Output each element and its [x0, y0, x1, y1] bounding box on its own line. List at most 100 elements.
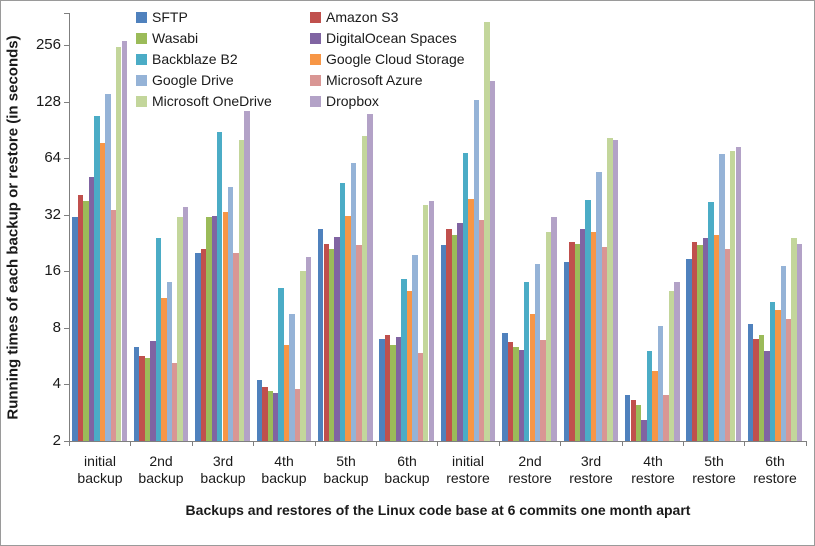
- y-axis-line: [69, 13, 70, 442]
- bar: [83, 200, 89, 441]
- legend-item: Amazon S3: [310, 9, 480, 27]
- bar: [630, 400, 636, 441]
- bar: [580, 228, 586, 441]
- legend-label: Wasabi: [152, 30, 199, 46]
- bar: [457, 222, 463, 441]
- bar: [440, 245, 447, 441]
- legend-item: DigitalOcean Spaces: [310, 30, 480, 48]
- legend-swatch-icon: [310, 75, 321, 86]
- legend-label: Google Cloud Storage: [326, 51, 465, 67]
- legend-swatch-icon: [310, 54, 321, 65]
- legend-item: Microsoft OneDrive: [136, 93, 306, 111]
- bar: [283, 344, 290, 441]
- x-category-label: 4th restore: [631, 453, 675, 486]
- bar: [540, 339, 546, 441]
- bar: [468, 198, 474, 441]
- bar: [172, 363, 178, 441]
- bar: [507, 342, 514, 441]
- bar: [110, 209, 117, 441]
- bar: [612, 139, 619, 441]
- bar: [545, 231, 552, 441]
- legend-label: Dropbox: [326, 93, 379, 109]
- bar: [262, 386, 268, 441]
- legend-item: Microsoft Azure: [310, 72, 480, 90]
- bar: [428, 200, 434, 441]
- y-tick-mark: [64, 384, 69, 385]
- y-tick-label: 32: [44, 206, 61, 223]
- bar: [489, 80, 496, 441]
- bar: [289, 313, 295, 441]
- y-tick-mark: [64, 271, 69, 272]
- bar: [417, 352, 424, 441]
- legend-swatch-icon: [136, 12, 147, 23]
- x-tick-mark: [806, 441, 807, 446]
- bar: [719, 154, 725, 441]
- bar: [574, 243, 580, 441]
- bar: [590, 231, 597, 441]
- bar: [195, 253, 201, 441]
- legend-item: Wasabi: [136, 30, 306, 48]
- bar: [513, 347, 519, 441]
- bar: [323, 243, 329, 441]
- x-tick-mark: [683, 441, 684, 446]
- bar: [361, 136, 368, 441]
- bar: [222, 212, 228, 441]
- bar: [635, 405, 642, 441]
- bar: [529, 313, 535, 441]
- bar: [345, 216, 351, 441]
- bar: [691, 241, 698, 441]
- bar: [227, 186, 234, 441]
- bar: [563, 261, 570, 441]
- bar: [462, 153, 469, 441]
- bar: [686, 259, 692, 441]
- bar: [211, 216, 218, 441]
- x-tick-mark: [622, 441, 623, 446]
- bar: [753, 338, 759, 441]
- y-tick-mark: [64, 45, 69, 46]
- legend-swatch-icon: [136, 54, 147, 65]
- bar: [318, 228, 324, 441]
- bar: [446, 228, 452, 441]
- bar: [668, 291, 675, 441]
- bar: [473, 100, 479, 441]
- bar: [244, 111, 250, 441]
- bar: [339, 183, 346, 441]
- bar: [663, 395, 669, 441]
- bar: [786, 319, 792, 441]
- bar: [724, 249, 731, 441]
- y-tick-label: 16: [44, 262, 61, 279]
- bar: [775, 309, 781, 441]
- bar: [267, 390, 273, 441]
- bar: [730, 150, 736, 441]
- legend-item: Google Cloud Storage: [310, 51, 480, 69]
- bar: [116, 46, 122, 441]
- bar: [451, 234, 458, 441]
- legend-item: Dropbox: [310, 93, 480, 111]
- bar: [155, 238, 162, 441]
- bar: [641, 419, 647, 441]
- legend-item: SFTP: [136, 9, 306, 27]
- bar: [674, 282, 680, 441]
- bar: [350, 163, 357, 441]
- y-tick-mark: [64, 215, 69, 216]
- legend-swatch-icon: [310, 96, 321, 107]
- bar: [758, 335, 765, 441]
- legend-item: Backblaze B2: [136, 51, 306, 69]
- legend-label: DigitalOcean Spaces: [326, 30, 457, 46]
- x-category-label: 2nd restore: [508, 453, 552, 486]
- bar: [150, 341, 156, 441]
- x-tick-mark: [130, 441, 131, 446]
- bar: [796, 243, 803, 441]
- legend-label: Microsoft OneDrive: [152, 93, 272, 109]
- bar: [294, 388, 301, 441]
- legend-swatch-icon: [136, 33, 147, 44]
- bar: [77, 194, 84, 441]
- bar: [356, 245, 362, 441]
- bar: [305, 257, 312, 441]
- x-category-label: initial restore: [446, 453, 490, 486]
- y-tick-mark: [64, 441, 69, 442]
- bar: [697, 245, 703, 441]
- bar: [278, 288, 284, 441]
- bar: [99, 143, 106, 441]
